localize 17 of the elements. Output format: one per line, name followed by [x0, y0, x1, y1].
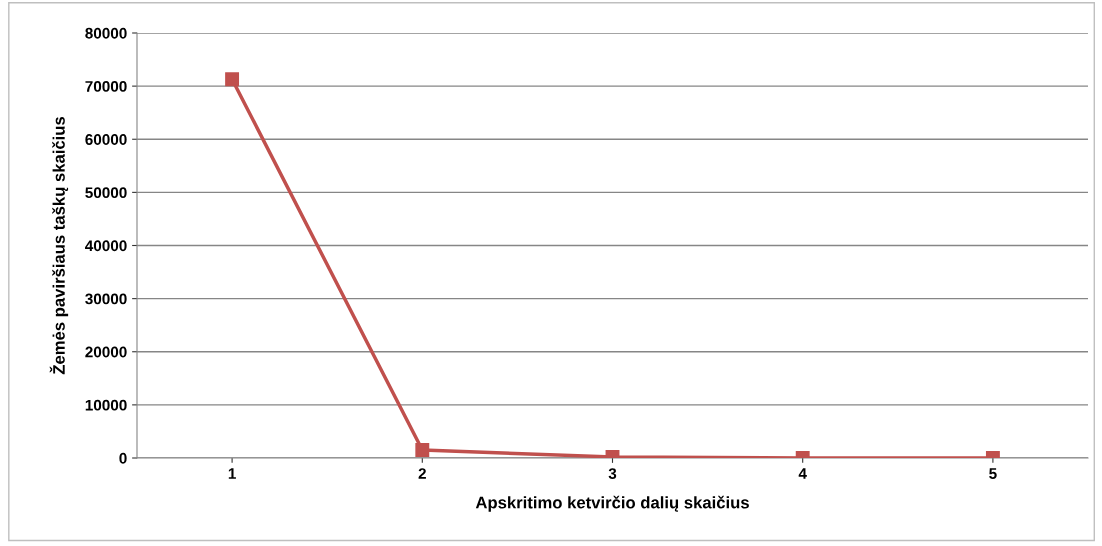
y-tick-label: 50000: [85, 187, 127, 199]
y-tick-label: 70000: [85, 80, 127, 92]
x-tick-label: 4: [798, 468, 807, 479]
y-tick-label: 80000: [85, 27, 127, 39]
x-tick-label: 5: [989, 468, 997, 479]
y-axis-title: Žemės paviršiaus taškų skaičius: [49, 116, 69, 375]
y-tick-label: 60000: [85, 134, 127, 145]
point: [225, 72, 240, 87]
x-axis-title: Apskritimo ketvirčio dalių skaičius: [475, 495, 749, 512]
y-tick-label: 40000: [85, 240, 127, 252]
y-tick-label: 10000: [85, 399, 127, 411]
y-tick-label: 0: [119, 452, 127, 464]
y-tick-label: 30000: [85, 293, 127, 305]
x-tick-label: 3: [608, 468, 617, 479]
y-tick-label: 20000: [85, 346, 127, 358]
x-tick-label: 2: [418, 468, 426, 479]
x-tick-label: 1: [228, 468, 236, 479]
